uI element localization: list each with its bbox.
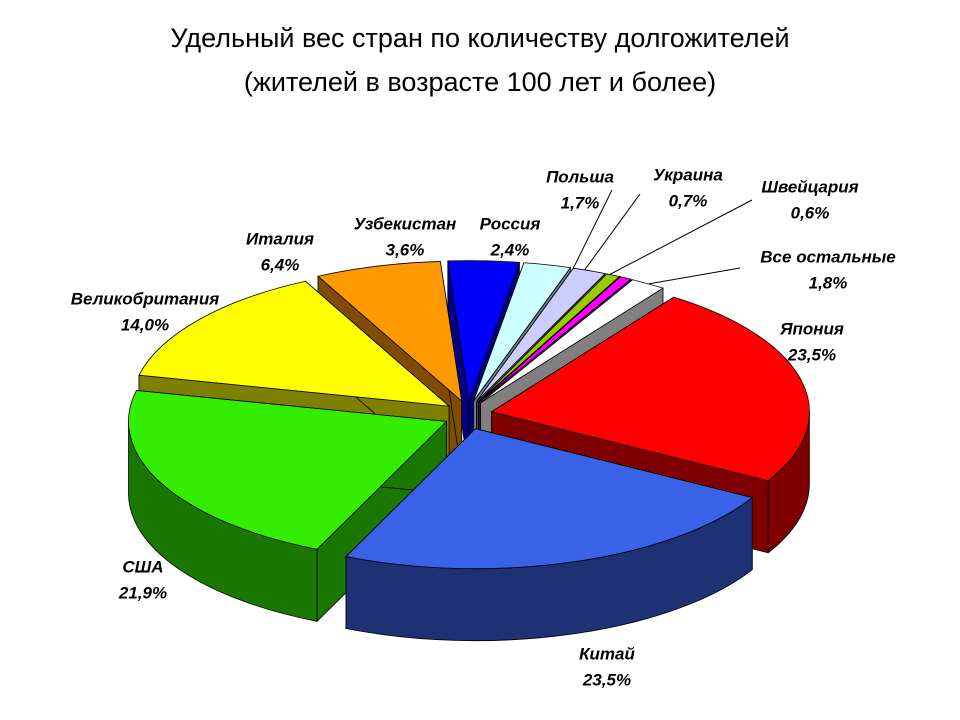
slice-top xyxy=(447,260,520,401)
leader-line xyxy=(581,199,753,290)
slice-value-label: 3,6% xyxy=(386,240,425,259)
slice xyxy=(345,427,754,642)
slice-value-label: 21,9% xyxy=(118,583,167,602)
slice-top xyxy=(138,280,451,407)
slice-label: Узбекистан xyxy=(354,214,457,233)
slice-value-label: 23,5% xyxy=(787,345,836,364)
slice-value-label: 1,7% xyxy=(561,193,600,212)
slice-value-label: 14,0% xyxy=(121,315,169,334)
slice-top xyxy=(477,273,621,403)
pie xyxy=(128,260,810,642)
slice-label: Италия xyxy=(246,229,314,248)
slice-label: Все остальные xyxy=(760,247,895,266)
slice-value-label: 0,6% xyxy=(791,203,830,222)
slice-value-label: 6,4% xyxy=(261,255,300,274)
slice-label: Великобритания xyxy=(71,289,219,308)
chart-title: Удельный вес стран по количеству долгожи… xyxy=(170,23,789,53)
slice-top xyxy=(317,261,463,403)
slice-top xyxy=(128,390,448,550)
slice-label: США xyxy=(122,557,163,576)
slice-top xyxy=(473,262,572,402)
slice-value-label: 0,7% xyxy=(669,191,708,210)
slice-top xyxy=(480,279,664,404)
slice-top xyxy=(478,276,632,403)
slice-top xyxy=(345,428,754,570)
slice-label: Россия xyxy=(480,214,541,233)
slice-label: Украина xyxy=(653,165,723,184)
slice-top xyxy=(490,296,810,482)
slice-label: Китай xyxy=(579,644,635,663)
slice-value-label: 2,4% xyxy=(490,240,530,259)
slice-value-label: 1,8% xyxy=(809,273,848,292)
slice-top xyxy=(476,267,606,402)
chart-subtitle: (жителей в возрасте 100 лет и более) xyxy=(244,67,716,97)
slice-label: Япония xyxy=(779,319,844,338)
slice-label: Швейцария xyxy=(761,177,858,196)
slice-label: Польша xyxy=(546,167,614,186)
slice-value-label: 23,5% xyxy=(582,670,631,689)
